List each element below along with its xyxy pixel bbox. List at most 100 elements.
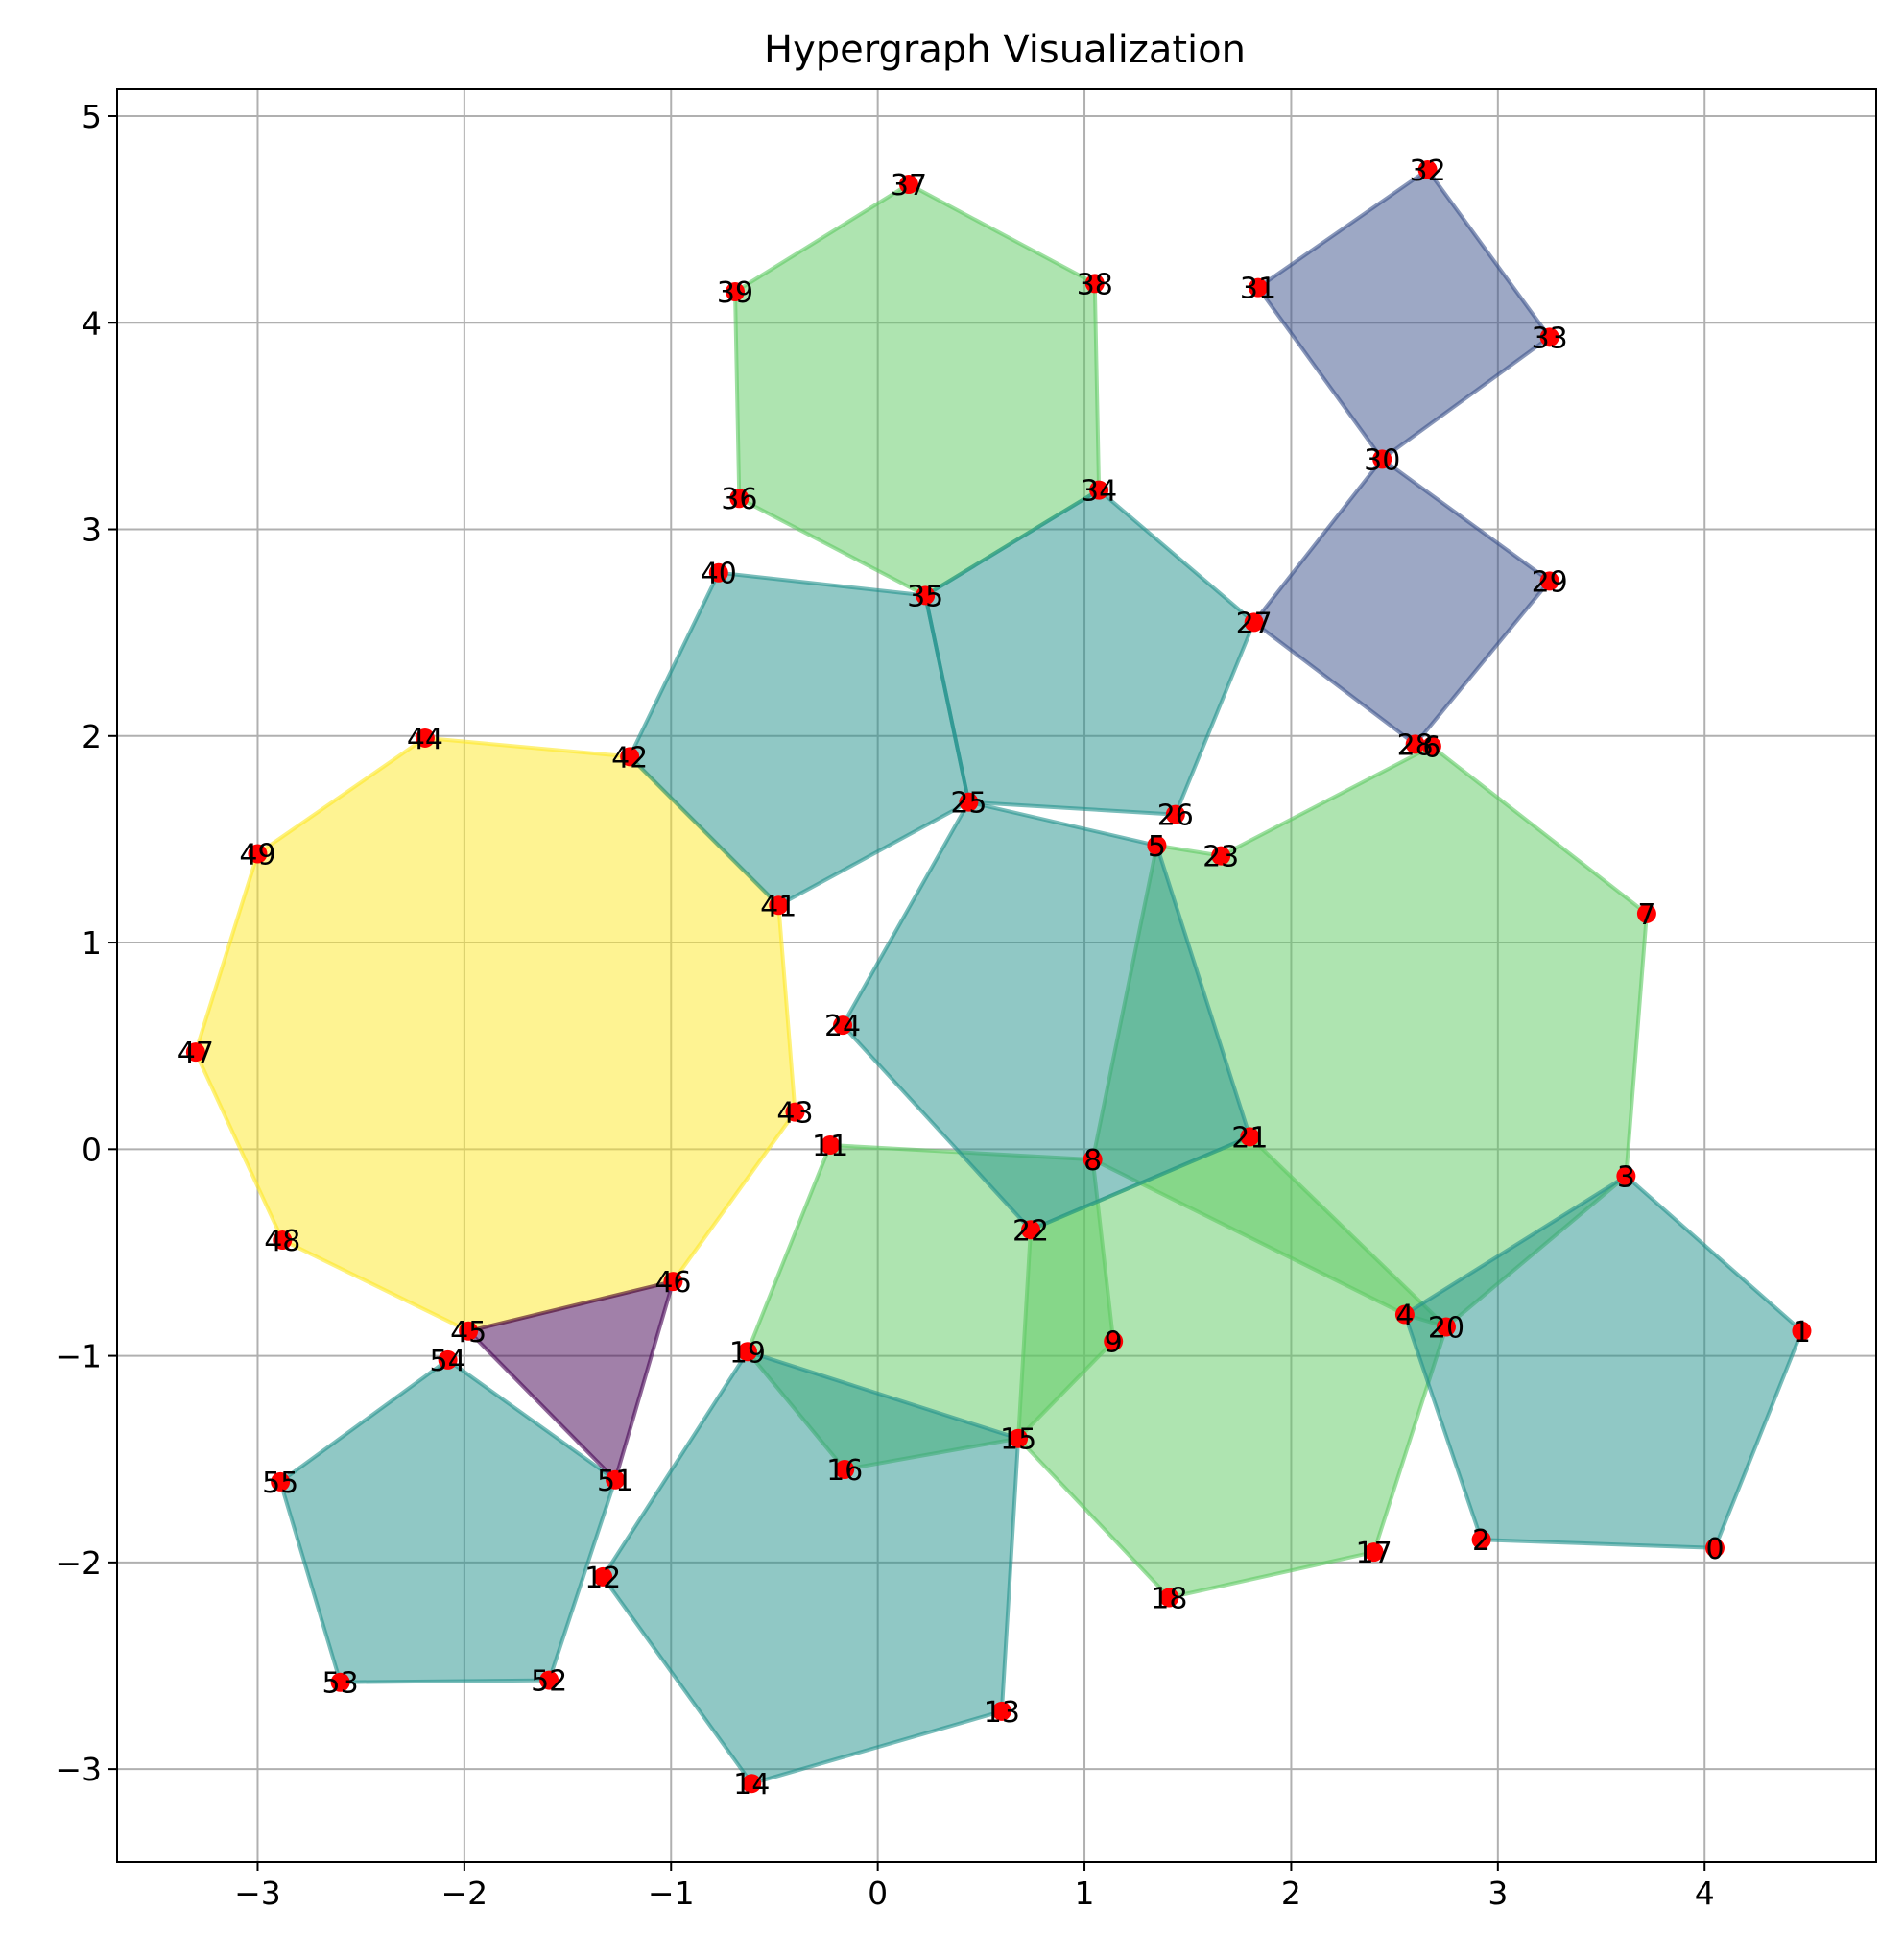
node-point: [1089, 480, 1109, 500]
node-label: 25: [950, 787, 987, 821]
node-point: [459, 1321, 479, 1341]
node-label: 9: [1105, 1326, 1123, 1360]
node-point: [742, 1774, 762, 1794]
node-point: [663, 1272, 683, 1292]
node-label: 39: [717, 276, 753, 310]
node-point: [1539, 327, 1559, 347]
node-point: [1616, 1166, 1636, 1186]
node-label: 49: [239, 838, 275, 872]
chart-title: Hypergraph Visualization: [764, 28, 1246, 72]
node-point: [273, 1230, 293, 1251]
hyperedge-polygon: [628, 570, 971, 908]
node-point: [708, 562, 728, 583]
node-label: 5: [1148, 830, 1166, 864]
node-label: 36: [721, 483, 757, 516]
hyperedge-polygon: [1402, 1174, 1804, 1550]
node-label: 22: [1012, 1214, 1049, 1248]
node-point: [1211, 846, 1231, 866]
plot-frame: [116, 88, 1877, 1863]
node-label: 31: [1240, 273, 1276, 306]
node-point: [1704, 1538, 1725, 1558]
node-point: [737, 1342, 757, 1362]
node-point: [1372, 449, 1392, 469]
node-point: [835, 1459, 855, 1479]
node-label: 15: [1000, 1423, 1036, 1457]
node-label: 53: [322, 1667, 359, 1701]
hyperedge-polygon: [278, 1357, 618, 1684]
node-label: 30: [1364, 443, 1400, 477]
node-label: 45: [450, 1316, 487, 1349]
node-point: [726, 281, 746, 301]
node-point: [821, 1135, 841, 1156]
node-point: [1539, 571, 1559, 591]
node-point: [1394, 1304, 1415, 1325]
y-tick-label: 5: [82, 98, 102, 135]
y-tick-label: 2: [82, 718, 102, 755]
node-point: [1084, 274, 1105, 294]
node-point: [769, 895, 789, 916]
node-point: [1436, 1317, 1456, 1337]
node-point: [1104, 1331, 1124, 1351]
node-label: 42: [611, 741, 648, 775]
node-label: 0: [1705, 1533, 1724, 1566]
node-label: 34: [1081, 475, 1117, 509]
node-point: [1421, 736, 1441, 756]
y-tick-label: 1: [82, 924, 102, 962]
node-label: 2: [1472, 1524, 1490, 1558]
node-point: [916, 585, 936, 606]
node-point: [1009, 1428, 1029, 1448]
y-tick-label: 4: [82, 304, 102, 342]
hyperedge-polygon: [466, 1279, 676, 1482]
node-point: [248, 844, 268, 864]
node-point: [1405, 734, 1425, 754]
node-point: [185, 1042, 205, 1063]
node-label: 29: [1532, 565, 1568, 599]
node-point: [415, 728, 435, 748]
node-point: [1417, 159, 1438, 179]
hyperedge-polygon: [601, 1349, 1021, 1786]
node-point: [1244, 612, 1264, 633]
node-point: [833, 1015, 853, 1036]
node-label: 54: [430, 1345, 466, 1378]
node-label: 38: [1077, 268, 1113, 301]
y-tick-label: 0: [82, 1131, 102, 1168]
node-label: 26: [1157, 800, 1194, 833]
node-label: 19: [729, 1336, 766, 1370]
x-tick-label: 4: [1695, 1874, 1715, 1912]
node-label: 27: [1236, 607, 1273, 640]
node-label: 40: [701, 558, 737, 591]
node-label: 13: [984, 1696, 1020, 1730]
node-label-layer: 0123456789111213141516171819202122232425…: [178, 155, 1811, 1802]
node-label: 43: [776, 1097, 813, 1131]
y-tick-label: −3: [55, 1751, 102, 1788]
node-label: 32: [1410, 155, 1446, 188]
x-tick-label: 0: [868, 1874, 888, 1912]
node-label: 47: [178, 1037, 214, 1070]
node-point: [1240, 1127, 1260, 1147]
node-point: [785, 1102, 805, 1122]
node-point: [539, 1670, 559, 1690]
node-label: 35: [907, 580, 943, 613]
node-point: [330, 1672, 350, 1692]
x-tick-label: −1: [648, 1874, 695, 1912]
node-label: 18: [1151, 1582, 1187, 1615]
node-label: 21: [1231, 1121, 1268, 1155]
node-point: [606, 1469, 626, 1490]
node-point: [1147, 835, 1167, 855]
node-label: 41: [760, 890, 797, 923]
node-point: [991, 1701, 1012, 1721]
node-point: [1364, 1542, 1384, 1563]
node-label: 8: [1083, 1144, 1102, 1178]
x-tick-label: 3: [1488, 1874, 1508, 1912]
hyperedge-polygon: [923, 488, 1256, 817]
y-tick-label: 3: [82, 512, 102, 549]
node-label: 48: [264, 1225, 300, 1258]
node-label: 1: [1793, 1316, 1811, 1349]
node-point: [1471, 1530, 1491, 1550]
node-label: 46: [654, 1266, 691, 1300]
node-label: 3: [1617, 1160, 1635, 1194]
node-label: 33: [1532, 322, 1568, 355]
node-point: [438, 1349, 458, 1370]
node-label: 55: [262, 1467, 298, 1500]
